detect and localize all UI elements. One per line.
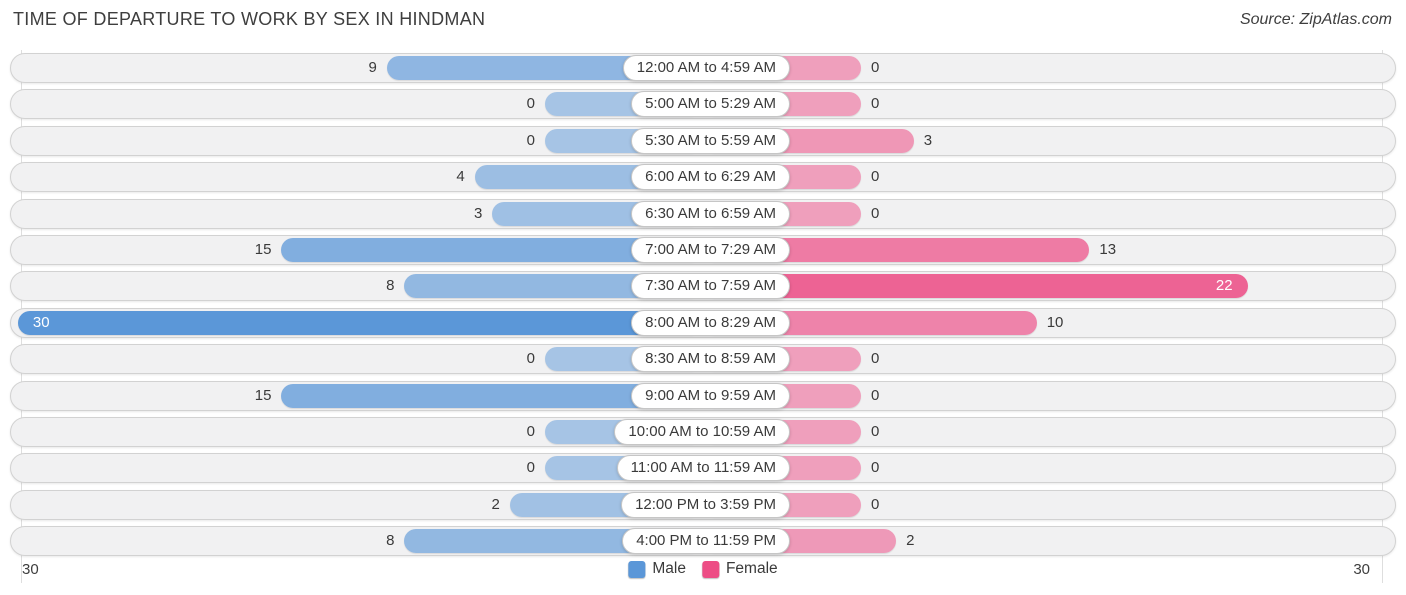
- time-range-label: 5:30 AM to 5:59 AM: [631, 127, 790, 154]
- male-value: 15: [254, 240, 272, 258]
- legend-item-male: Male: [628, 560, 686, 578]
- x-axis-max-left: 30: [22, 561, 39, 578]
- female-value: 13: [1099, 240, 1117, 258]
- female-value: 0: [871, 204, 880, 222]
- legend-label-female: Female: [725, 560, 778, 577]
- time-range-label: 12:00 AM to 4:59 AM: [622, 55, 790, 81]
- female-value: 0: [871, 59, 880, 76]
- female-value: 0: [871, 386, 880, 404]
- chart-title: TIME OF DEPARTURE TO WORK BY SEX IN HIND…: [13, 9, 486, 29]
- chart-row: 0 0 11:00 AM to 11:59 AM: [10, 453, 1396, 484]
- male-value: 8: [386, 277, 395, 295]
- chart-row: 0 0 8:30 AM to 8:59 AM: [10, 344, 1396, 375]
- chart-row: 3 0 6:30 AM to 6:59 AM: [10, 198, 1396, 229]
- female-value: 0: [871, 422, 880, 440]
- x-axis-max-right: 30: [1353, 561, 1370, 578]
- time-range-label: 7:30 AM to 7:59 AM: [631, 273, 790, 300]
- chart-row: 8 22 7:30 AM to 7:59 AM: [10, 271, 1396, 302]
- male-value: 0: [526, 131, 535, 149]
- time-range-label: 8:30 AM to 8:59 AM: [631, 346, 790, 373]
- female-value: 22: [1215, 277, 1233, 295]
- female-bar: [703, 274, 1248, 299]
- male-value: 0: [526, 95, 535, 113]
- female-value: 0: [871, 95, 880, 113]
- female-value: 3: [923, 131, 933, 149]
- male-value: 15: [254, 386, 272, 404]
- chart-row: 15 13 7:00 AM to 7:29 AM: [10, 234, 1396, 265]
- time-range-label: 6:30 AM to 6:59 AM: [631, 200, 790, 227]
- male-value: 0: [526, 422, 535, 440]
- chart-row: 2 0 12:00 PM to 3:59 PM: [10, 489, 1396, 520]
- time-range-label: 11:00 AM to 11:59 AM: [616, 455, 790, 482]
- chart-row: 30 10 8:00 AM to 8:29 AM: [10, 307, 1396, 338]
- male-value: 30: [32, 313, 50, 331]
- chart-row: 0 3 5:30 AM to 5:59 AM: [10, 125, 1396, 156]
- male-value: 8: [386, 532, 395, 550]
- female-value: 2: [906, 532, 915, 550]
- female-swatch-icon: [701, 560, 719, 578]
- time-range-label: 5:00 AM to 5:29 AM: [631, 91, 790, 118]
- male-value: 9: [368, 59, 377, 76]
- source-credit: Source: ZipAtlas.com: [1239, 11, 1392, 28]
- male-value: 2: [491, 495, 500, 513]
- chart-row: 8 2 4:00 PM to 11:59 PM: [10, 526, 1396, 557]
- chart-row: 4 0 6:00 AM to 6:29 AM: [10, 162, 1396, 193]
- time-range-label: 4:00 PM to 11:59 PM: [622, 528, 790, 555]
- time-range-label: 8:00 AM to 8:29 AM: [631, 309, 790, 336]
- legend-item-female: Female: [701, 560, 778, 578]
- time-range-label: 10:00 AM to 10:59 AM: [614, 418, 790, 445]
- chart-rows: 9 0 12:00 AM to 4:59 AM 0 0 5:00 AM to 5:29 A…: [10, 53, 1396, 562]
- male-value: 3: [473, 204, 483, 222]
- female-value: 0: [871, 495, 880, 513]
- time-range-label: 7:00 AM to 7:29 AM: [631, 236, 790, 263]
- legend-label-male: Male: [652, 560, 686, 577]
- time-range-label: 6:00 AM to 6:29 AM: [631, 164, 790, 191]
- male-swatch-icon: [628, 560, 646, 578]
- chart-row: 0 0 5:00 AM to 5:29 AM: [10, 89, 1396, 120]
- male-value: 0: [526, 459, 535, 477]
- female-value: 0: [871, 168, 880, 186]
- female-value: 0: [871, 350, 880, 368]
- female-value: 0: [871, 459, 880, 477]
- legend: Male Female: [628, 560, 778, 578]
- chart-row: 9 0 12:00 AM to 4:59 AM: [10, 53, 1396, 83]
- female-value: 10: [1046, 313, 1064, 331]
- time-range-label: 9:00 AM to 9:59 AM: [631, 382, 790, 409]
- time-range-label: 12:00 PM to 3:59 PM: [621, 491, 790, 518]
- male-value: 0: [526, 350, 535, 368]
- chart-row: 0 0 10:00 AM to 10:59 AM: [10, 416, 1396, 447]
- male-value: 4: [456, 168, 465, 186]
- chart-row: 15 0 9:00 AM to 9:59 AM: [10, 380, 1396, 411]
- male-bar: [17, 310, 703, 335]
